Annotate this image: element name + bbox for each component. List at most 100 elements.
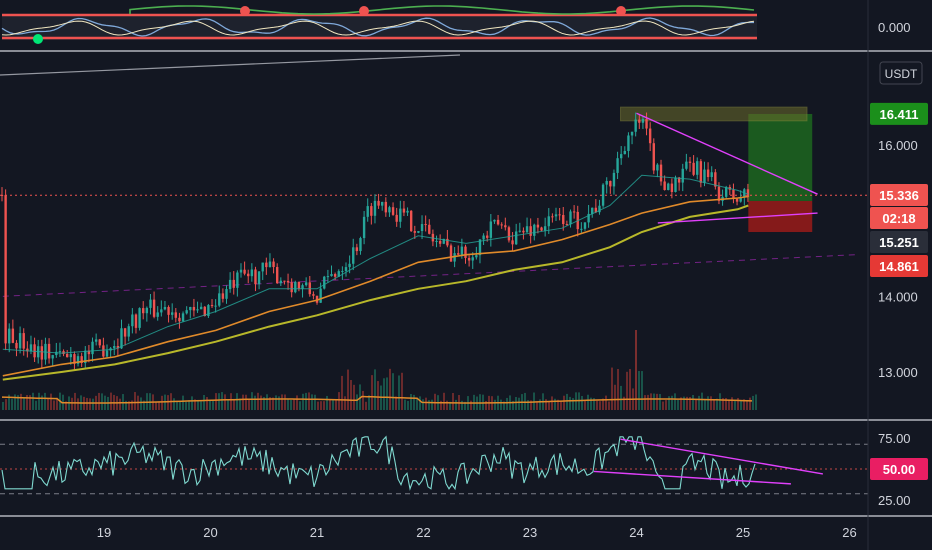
candle-body: [514, 231, 518, 245]
volume-bar: [224, 394, 226, 410]
volume-bar: [173, 398, 175, 410]
candle-body: [80, 356, 83, 364]
candle-body: [522, 230, 525, 233]
volume-bar: [704, 398, 706, 410]
volume-bar: [617, 369, 619, 410]
candle-body: [247, 273, 250, 277]
candle-body: [457, 253, 460, 255]
currency-button[interactable]: USDT: [879, 61, 923, 85]
candle-body: [420, 224, 424, 232]
volume-bar: [386, 377, 388, 410]
candle-body: [645, 118, 648, 129]
volume-bar: [581, 395, 583, 410]
volume-bar: [602, 398, 604, 410]
candle-body: [670, 183, 674, 192]
oscillator-panel: [0, 5, 757, 76]
candle-body: [98, 339, 101, 346]
x-tick-label: 22: [416, 525, 430, 540]
volume-bar: [53, 400, 55, 410]
volume-bar: [527, 400, 529, 410]
volume-bar: [566, 393, 568, 410]
volume-bar: [599, 401, 601, 410]
volume-bar: [50, 393, 52, 410]
volume-bar: [293, 399, 295, 410]
candle-body: [529, 226, 532, 236]
badge-entry-text: 15.251: [879, 235, 919, 250]
candle-body: [623, 150, 627, 155]
candle-body: [486, 235, 489, 238]
candle-body: [304, 282, 308, 286]
volume-bar: [263, 397, 265, 410]
volume-bar: [209, 400, 211, 410]
volume-bar: [110, 392, 112, 410]
volume-bar: [329, 400, 331, 410]
volume-bar: [593, 398, 595, 410]
candle-body: [746, 189, 750, 198]
candle-body: [272, 261, 275, 268]
volume-bar: [182, 395, 184, 410]
volume-bar: [623, 396, 625, 410]
candle-body: [127, 326, 130, 337]
candle-body: [598, 205, 601, 213]
volume-bar: [254, 395, 256, 410]
candle-body: [471, 257, 474, 261]
volume-bar: [296, 395, 298, 410]
volume-bar: [698, 395, 700, 410]
volume-bar: [2, 401, 4, 410]
candle-body: [543, 226, 547, 231]
volume-bar: [530, 400, 532, 410]
candle-body: [453, 253, 456, 262]
candle-body: [417, 231, 420, 233]
price-badges: 16.411 15.336 02:18 15.251 14.861 50.00: [870, 102, 928, 480]
candle-body: [210, 305, 214, 307]
volume-bar: [347, 369, 349, 410]
candle-body: [290, 282, 293, 293]
candle-body: [388, 207, 391, 213]
candle-body: [413, 231, 416, 233]
volume-bar: [338, 392, 340, 410]
badge-countdown: 02:18: [870, 207, 928, 229]
candle-body: [638, 119, 641, 123]
candle-body: [674, 177, 677, 192]
volume-bar: [281, 394, 283, 410]
candle-body: [656, 164, 659, 171]
volume-bar: [377, 381, 379, 410]
candle-body: [692, 162, 695, 175]
candle-body: [525, 226, 529, 233]
candle-body: [65, 353, 69, 358]
volume-bar: [314, 394, 316, 410]
volume-bar: [431, 399, 433, 410]
volume-bar: [533, 392, 535, 410]
candle-body: [134, 314, 138, 328]
candle-body: [536, 224, 540, 228]
candle-body: [572, 211, 576, 213]
volume-bar: [479, 394, 481, 410]
candle-body: [131, 314, 134, 327]
candle-body: [696, 161, 699, 175]
candle-body: [381, 201, 384, 206]
rsi-tick-label: 75.00: [878, 431, 911, 446]
candle-body: [482, 235, 485, 240]
candle-body: [739, 197, 742, 202]
candle-body: [22, 333, 25, 349]
volume-bar: [383, 378, 385, 410]
volume-bar: [92, 398, 94, 410]
candle-body: [496, 219, 500, 225]
volume-bar: [410, 393, 412, 410]
volume-bar: [227, 399, 229, 410]
volume-bar: [86, 397, 88, 410]
volume-bar: [125, 400, 127, 410]
candle-body: [706, 169, 710, 178]
candle-body: [489, 221, 493, 238]
badge-countdown-bg: [870, 207, 928, 229]
volume-bar: [695, 399, 697, 410]
candle-body: [710, 172, 713, 178]
candle-body: [0, 194, 4, 196]
volume-bar: [596, 400, 598, 410]
candle-body: [699, 161, 703, 183]
candle-body: [236, 272, 239, 288]
currency-button-label: USDT: [885, 67, 918, 81]
candle-body: [605, 180, 608, 185]
candle-body: [26, 348, 29, 352]
volume-bar: [371, 375, 373, 410]
